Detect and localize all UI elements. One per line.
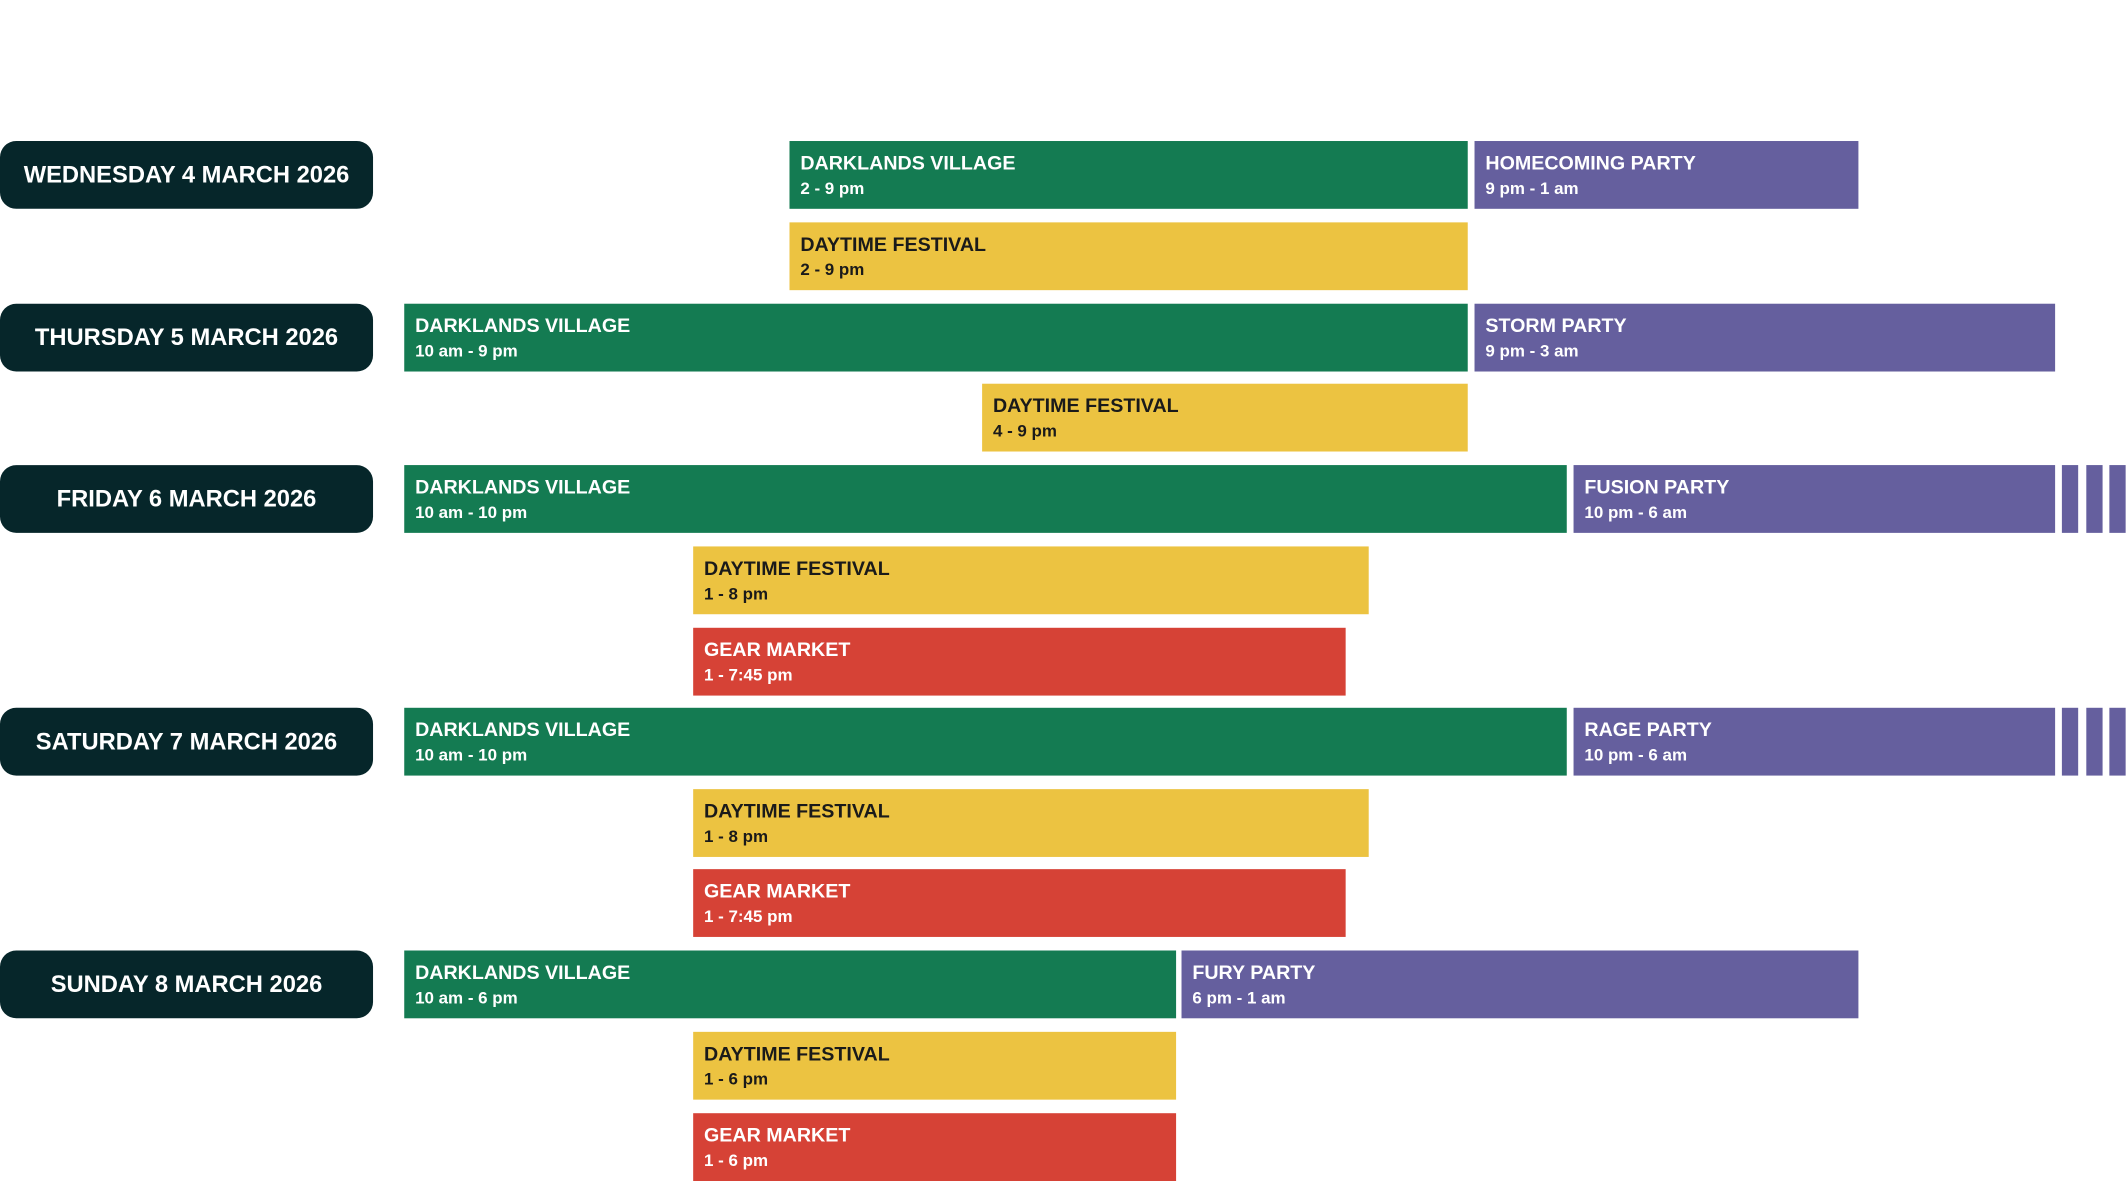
day-label: WEDNESDAY 4 MARCH 2026: [24, 163, 350, 189]
event-name: STORM PARTY: [1485, 315, 1626, 337]
day-group: SATURDAY 7 MARCH 2026 DARKLANDS VILLAGE 10…: [0, 707, 2126, 937]
event: RAGE PARTY 10 pm - 6 am: [1573, 707, 2126, 776]
event: FUSION PARTY 10 pm - 6 am: [1573, 465, 2126, 533]
event-bar: [1181, 950, 1859, 1019]
event: DAYTIME FESTIVAL 4 - 9 pm: [982, 383, 1468, 452]
event-time: 1 - 6 pm: [704, 1070, 768, 1089]
event: FURY PARTY 6 pm - 1 am: [1181, 950, 1859, 1019]
event-name: DARKLANDS VILLAGE: [415, 477, 630, 499]
event-bar: [1474, 141, 1859, 209]
day-pill: [0, 950, 374, 1019]
event-bar: [693, 1031, 1177, 1100]
event-bar: [404, 707, 1567, 776]
event: DARKLANDS VILLAGE 2 - 9 pm: [789, 141, 1468, 209]
event-time: 10 am - 10 pm: [415, 503, 527, 522]
day-group: SUNDAY 8 MARCH 2026 DARKLANDS VILLAGE 10 a…: [0, 950, 1859, 1181]
event-bar: [789, 222, 1468, 291]
event: GEAR MARKET 1 - 6 pm: [693, 1113, 1177, 1181]
event: DAYTIME FESTIVAL 1 - 6 pm: [693, 1031, 1177, 1100]
event-name: GEAR MARKET: [704, 881, 850, 903]
event: STORM PARTY 9 pm - 3 am: [1474, 303, 2056, 372]
event: HOMECOMING PARTY 9 pm - 1 am: [1474, 141, 1859, 209]
day-label: FRIDAY 6 MARCH 2026: [57, 487, 317, 513]
day-pill: [0, 707, 374, 776]
event-time: 1 - 8 pm: [704, 827, 768, 846]
event-name: DAYTIME FESTIVAL: [704, 1043, 890, 1065]
event-time: 10 pm - 6 am: [1584, 746, 1687, 765]
event-bar: [693, 1113, 1177, 1181]
event-name: DARKLANDS VILLAGE: [415, 962, 630, 984]
event-time: 10 am - 10 pm: [415, 746, 527, 765]
event-bar: [404, 465, 1567, 533]
event-time: 4 - 9 pm: [993, 422, 1057, 441]
event-bar: [693, 789, 1369, 857]
event-name: GEAR MARKET: [704, 1125, 850, 1147]
event-time: 6 pm - 1 am: [1192, 988, 1285, 1007]
event-bar: [693, 546, 1369, 615]
event: DAYTIME FESTIVAL 1 - 8 pm: [693, 546, 1369, 615]
event-bar: [1573, 707, 2056, 776]
day-label: THURSDAY 5 MARCH 2026: [35, 325, 338, 351]
continuation-stripe: [2061, 465, 2079, 533]
event-name: DARKLANDS VILLAGE: [415, 719, 630, 741]
event-time: 1 - 8 pm: [704, 584, 768, 603]
event-time: 9 pm - 1 am: [1485, 179, 1578, 198]
day-group: THURSDAY 5 MARCH 2026 DARKLANDS VILLAGE 10…: [0, 303, 2056, 452]
continuation-stripe: [2061, 707, 2079, 776]
event-bar: [693, 869, 1346, 937]
continuation-stripe: [2109, 707, 2126, 776]
event-name: DARKLANDS VILLAGE: [415, 315, 630, 337]
event: DAYTIME FESTIVAL 1 - 8 pm: [693, 789, 1369, 857]
event-name: DARKLANDS VILLAGE: [800, 152, 1015, 174]
event: DAYTIME FESTIVAL 2 - 9 pm: [789, 222, 1468, 291]
day-pill: [0, 141, 374, 209]
event-time: 1 - 7:45 pm: [704, 666, 793, 685]
event-time: 1 - 7:45 pm: [704, 907, 793, 926]
day-pill: [0, 303, 374, 372]
event-name: FURY PARTY: [1192, 962, 1315, 984]
event-name: DAYTIME FESTIVAL: [704, 558, 890, 580]
event: DARKLANDS VILLAGE 10 am - 10 pm: [404, 707, 1567, 776]
event-bar: [789, 141, 1468, 209]
event-bar: [693, 627, 1346, 696]
event-name: FUSION PARTY: [1584, 477, 1729, 499]
continuation-stripe: [2109, 465, 2126, 533]
day-pill: [0, 465, 374, 533]
event-bar: [404, 303, 1468, 372]
event-time: 10 pm - 6 am: [1584, 503, 1687, 522]
event: DARKLANDS VILLAGE 10 am - 9 pm: [404, 303, 1468, 372]
event-time: 2 - 9 pm: [800, 260, 864, 279]
day-label: SUNDAY 8 MARCH 2026: [51, 972, 323, 998]
day-group: FRIDAY 6 MARCH 2026 DARKLANDS VILLAGE 10 a…: [0, 465, 2126, 696]
event: DARKLANDS VILLAGE 10 am - 6 pm: [404, 950, 1177, 1019]
event-time: 2 - 9 pm: [800, 179, 864, 198]
event: GEAR MARKET 1 - 7:45 pm: [693, 627, 1346, 696]
continuation-stripe: [2086, 707, 2103, 776]
event-name: DAYTIME FESTIVAL: [800, 234, 986, 256]
event-time: 9 pm - 3 am: [1485, 342, 1578, 361]
event-name: DAYTIME FESTIVAL: [704, 801, 890, 823]
event-bar: [404, 950, 1177, 1019]
event-bar: [1474, 303, 2056, 372]
event: DARKLANDS VILLAGE 10 am - 10 pm: [404, 465, 1567, 533]
event-time: 10 am - 6 pm: [415, 988, 518, 1007]
event-bar: [1573, 465, 2056, 533]
event-name: HOMECOMING PARTY: [1485, 152, 1695, 174]
event-bar: [982, 383, 1468, 452]
day-label: SATURDAY 7 MARCH 2026: [36, 729, 337, 755]
event-name: DAYTIME FESTIVAL: [993, 395, 1179, 417]
event-time: 10 am - 9 pm: [415, 342, 518, 361]
event-name: RAGE PARTY: [1584, 719, 1711, 741]
event: GEAR MARKET 1 - 7:45 pm: [693, 869, 1346, 937]
event-time: 1 - 6 pm: [704, 1151, 768, 1170]
continuation-stripe: [2086, 465, 2103, 533]
day-group: WEDNESDAY 4 MARCH 2026 DARKLANDS VILLAGE 2…: [0, 141, 1859, 291]
event-name: GEAR MARKET: [704, 639, 850, 661]
